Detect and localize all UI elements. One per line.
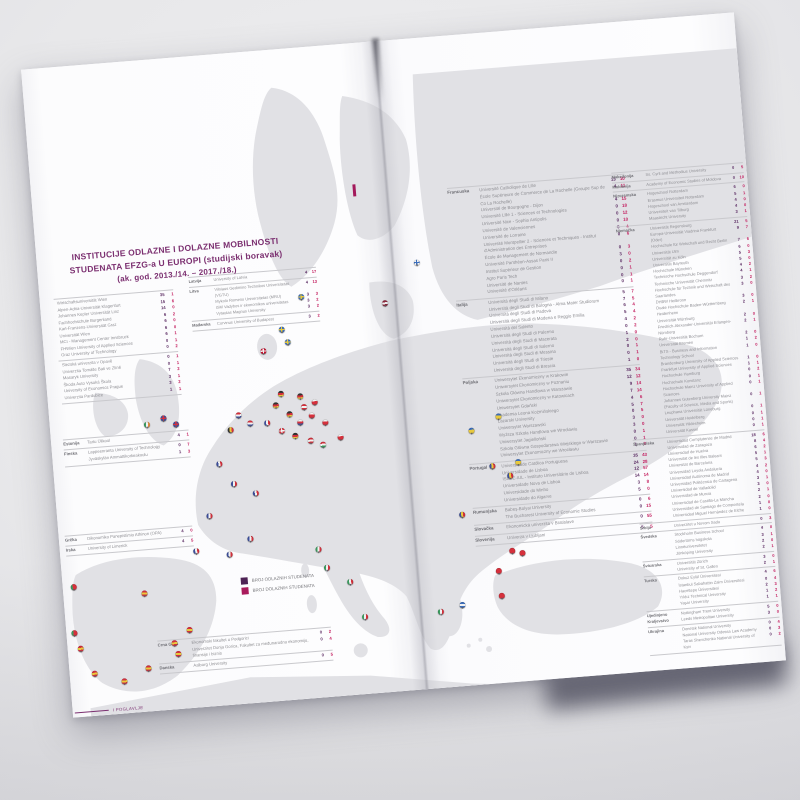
incoming-count: 0 xyxy=(754,341,758,347)
outgoing-count: 4 xyxy=(305,279,309,285)
incoming-count: 1 xyxy=(775,592,778,599)
country-section: Poljska Uniwersytet Ekonomiczny w Krakowi… xyxy=(462,364,647,464)
outgoing-count: 4 xyxy=(177,432,181,438)
incoming-count: 1 xyxy=(753,316,756,322)
country-label: Švicarska xyxy=(642,561,662,569)
outgoing-count: 2 xyxy=(744,317,747,323)
incoming-count: 0 xyxy=(190,527,193,533)
incoming-count: 1 xyxy=(758,390,762,396)
incoming-count: 0 xyxy=(750,279,753,285)
outgoing-count: 9 xyxy=(736,224,740,230)
outgoing-count: 0 xyxy=(166,343,169,349)
country-label: Irska xyxy=(65,546,76,553)
incoming-count: 1 xyxy=(186,431,190,437)
incoming-count: 5 xyxy=(740,164,744,170)
incoming-count: 1 xyxy=(744,208,747,214)
country-label: Danska xyxy=(159,664,175,671)
country-section: Wirtschaftsuniversität Wien 35 1 Alpen-Adri… xyxy=(53,289,179,361)
outgoing-count: 0 xyxy=(749,391,753,397)
outgoing-count: 2 xyxy=(763,559,767,565)
country-section: Francuska Université Catholique de Lille 1… xyxy=(446,173,634,301)
country-label: Slovenija xyxy=(475,536,495,543)
outgoing-count: 1 xyxy=(169,386,173,392)
incoming-count: 3 xyxy=(187,447,191,454)
outgoing-count: 3 xyxy=(735,208,738,214)
incoming-count: 1 xyxy=(751,297,755,304)
country-label: Litva xyxy=(189,287,199,294)
country-label: Grčka xyxy=(64,536,77,543)
country-label: Nizozemska xyxy=(612,192,637,200)
outgoing-count: 3 xyxy=(308,313,311,319)
incoming-count: 1 xyxy=(178,385,182,391)
incoming-count: 1 xyxy=(761,421,765,427)
incoming-color-swatch xyxy=(241,587,249,595)
country-label: Estonija xyxy=(63,440,80,447)
incoming-count: 2 xyxy=(778,630,781,636)
outgoing-count: 4 xyxy=(181,538,185,544)
outgoing-count: 3 xyxy=(307,303,311,309)
incoming-count: 1 xyxy=(757,378,761,384)
incoming-count: 2 xyxy=(316,303,320,309)
country-label: Ujedinjeno Kraljevstvo xyxy=(646,611,670,625)
incoming-count: 2 xyxy=(175,343,178,349)
incoming-count: 7 xyxy=(745,223,749,230)
outgoing-count: 3 xyxy=(741,280,744,286)
country-label: Ukrajina xyxy=(647,627,665,634)
outgoing-count: 0 xyxy=(759,515,763,521)
country-table: Wirtschaftsuniversität Wien 35 1 Alpen-Adri… xyxy=(53,289,182,405)
magazine-spread: INSTITUCIJE ODLAZNE I DOLAZNE MOBILNOSTI… xyxy=(21,12,786,718)
outgoing-count: 1 xyxy=(759,505,762,511)
outgoing-count: 3 xyxy=(767,609,771,615)
incoming-count: 4 xyxy=(329,635,332,641)
outgoing-count: 0 xyxy=(749,378,752,385)
country-section: Italija Università degli Studi di Milano 5… xyxy=(455,286,640,379)
outgoing-count: 1 xyxy=(766,593,769,599)
incoming-count: 1 xyxy=(771,542,774,548)
country-label: Portugal xyxy=(469,464,488,471)
outgoing-count: 2 xyxy=(762,543,765,549)
incoming-count: 5 xyxy=(190,537,194,543)
incoming-count: 3 xyxy=(768,514,772,520)
incoming-count: 13 xyxy=(312,278,318,284)
footer-rule xyxy=(74,709,109,714)
country-section: Španjolska Universidad Complutense de Mad… xyxy=(632,428,772,524)
country-section: Njemačka Universität Regensburg 21 5 Europa-… xyxy=(615,215,765,440)
incoming-count: 0 xyxy=(776,608,780,614)
incoming-count: 10 xyxy=(739,173,745,180)
outgoing-count: 0 xyxy=(320,635,323,642)
country-label: Finska xyxy=(63,450,78,457)
incoming-count: 17 xyxy=(311,268,317,275)
outgoing-count: 1 xyxy=(746,341,749,348)
country-label: Švedska xyxy=(640,533,657,540)
legend-incoming-label: BROJ DOLAZNIH STUDENATA xyxy=(252,582,315,593)
incoming-count: 5 xyxy=(330,651,334,657)
incoming-count: 1 xyxy=(772,558,776,564)
outgoing-count: 0 xyxy=(752,422,756,428)
incoming-count: 2 xyxy=(317,312,320,318)
incoming-count: 0 xyxy=(768,504,771,511)
outgoing-count: 4 xyxy=(304,269,308,275)
country-label: Mađarska xyxy=(191,321,211,328)
outgoing-count: 0 xyxy=(769,631,772,637)
outgoing-count: 0 xyxy=(731,164,735,171)
outgoing-color-swatch xyxy=(240,577,249,585)
country-label: Rumunjska xyxy=(472,508,497,516)
outgoing-count: 2 xyxy=(742,298,746,304)
outgoing-count: 0 xyxy=(732,174,736,180)
country-label: Turska xyxy=(643,577,658,584)
